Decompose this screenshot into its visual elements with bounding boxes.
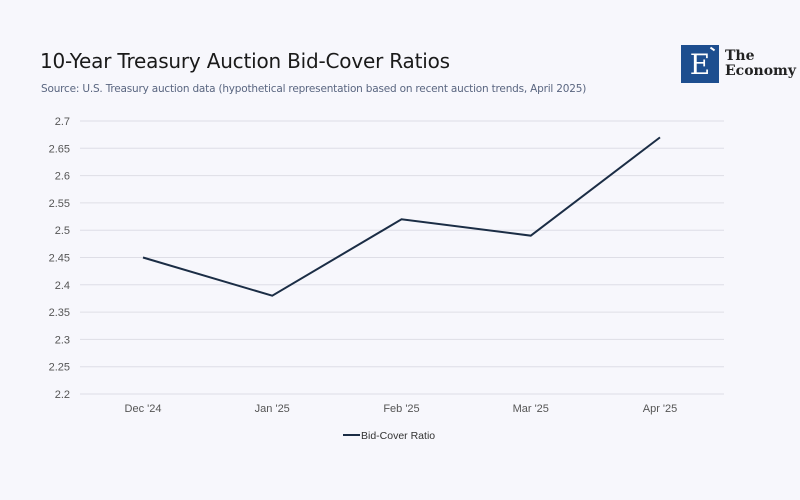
- chart-subtitle: Source: U.S. Treasury auction data (hypo…: [41, 83, 587, 95]
- chart-title: 10-Year Treasury Auction Bid-Cover Ratio…: [40, 49, 450, 73]
- y-tick-label: 2.55: [49, 198, 70, 210]
- series-line: [142, 136, 661, 297]
- gridlines: [80, 120, 724, 395]
- logo-mark-letter: E: [689, 47, 711, 81]
- y-tick-label: 2.25: [49, 362, 70, 374]
- x-axis: Dec '24 Jan '25 Feb '25 Mar '25 Apr '25: [125, 403, 678, 415]
- logo: E The Economy: [681, 45, 796, 83]
- logo-line1: The: [725, 48, 755, 64]
- logo-text: The Economy: [725, 49, 796, 79]
- y-axis: 2.2 2.25 2.3 2.35 2.4 2.45 2.5 2.55 2.6 2.65 2.7: [49, 116, 70, 401]
- logo-mark: E: [681, 45, 719, 83]
- x-tick-label: Apr '25: [643, 403, 678, 415]
- x-tick-label: Jan '25: [255, 403, 290, 415]
- x-tick-label: Mar '25: [513, 403, 549, 415]
- legend-label: Bid-Cover Ratio: [361, 430, 435, 442]
- y-tick-label: 2.2: [55, 389, 70, 401]
- logo-line2: Economy: [725, 63, 796, 79]
- x-tick-label: Dec '24: [125, 403, 162, 415]
- y-tick-label: 2.45: [49, 253, 70, 265]
- y-tick-label: 2.35: [49, 307, 70, 319]
- y-tick-label: 2.3: [55, 334, 70, 346]
- y-tick-label: 2.5: [55, 225, 70, 237]
- x-tick-label: Feb '25: [383, 403, 419, 415]
- series: [142, 136, 661, 297]
- y-tick-label: 2.65: [49, 143, 70, 155]
- y-tick-label: 2.6: [55, 171, 70, 183]
- legend: Bid-Cover Ratio: [343, 430, 435, 442]
- y-tick-label: 2.4: [55, 280, 70, 292]
- y-tick-label: 2.7: [55, 116, 70, 128]
